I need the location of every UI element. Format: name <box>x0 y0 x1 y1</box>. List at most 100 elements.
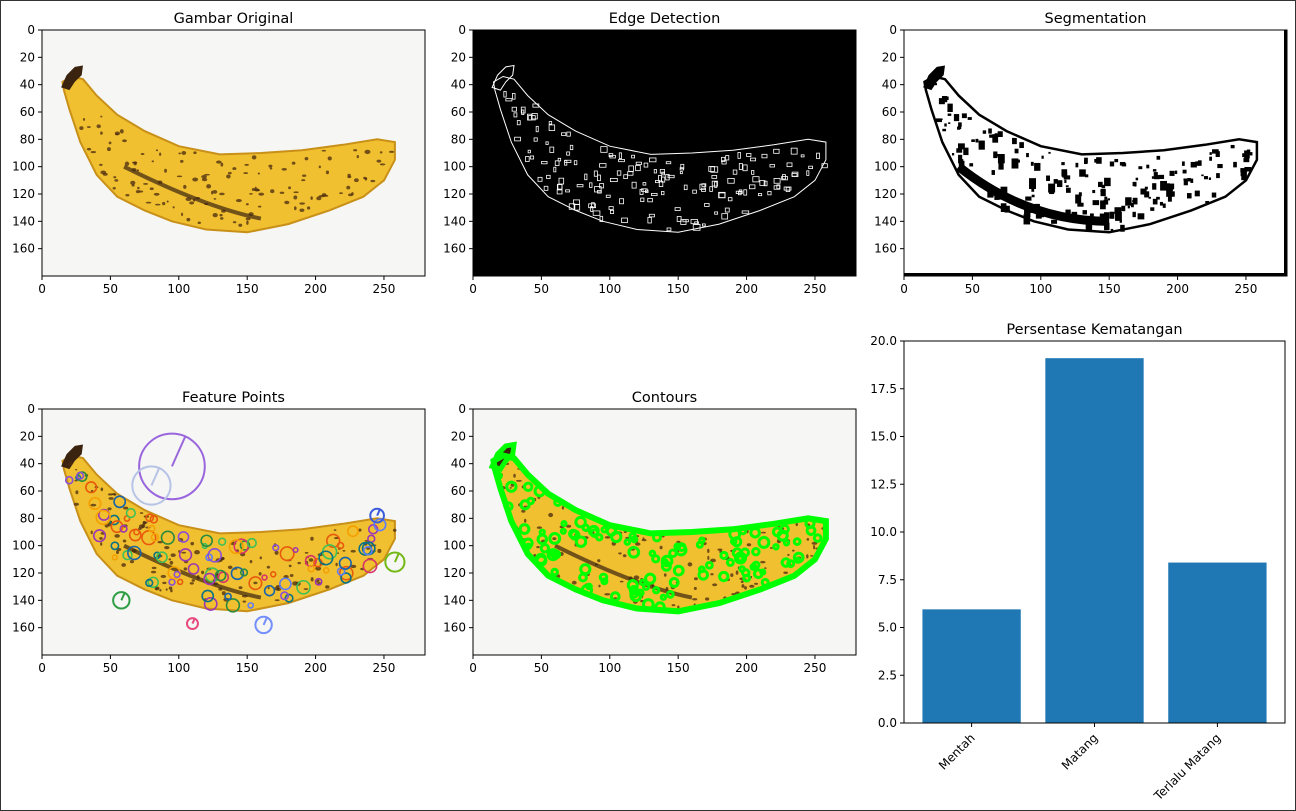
x-tick-label: 50 <box>103 282 118 296</box>
segment-right-border <box>1284 30 1287 276</box>
segment-blob <box>1061 169 1068 177</box>
banana-spot <box>227 171 232 175</box>
edge-stem <box>491 64 515 91</box>
banana-spot <box>140 152 145 155</box>
y-tick-label: 0 <box>27 23 35 37</box>
banana-spot <box>181 212 184 217</box>
edge-fragment <box>548 121 553 125</box>
edge-fragment <box>609 177 618 183</box>
banana-spot <box>90 503 97 507</box>
banana-spot <box>232 167 237 171</box>
x-tick-label: 150 <box>1098 282 1121 296</box>
x-tick-label: 250 <box>804 661 827 675</box>
y-tick-label: 160 <box>443 242 466 256</box>
edge-fragment <box>608 153 614 157</box>
feature-keypoint <box>280 591 290 601</box>
segment-blob <box>971 139 975 142</box>
y-tick-label: 0.0 <box>878 716 897 730</box>
contour-blob <box>627 545 641 559</box>
y-tick-label: 17.5 <box>870 382 897 396</box>
banana-spot <box>181 151 187 155</box>
banana-spot <box>741 584 745 588</box>
edge-fragment <box>714 211 719 215</box>
banana-spot <box>604 593 611 596</box>
feature-keypoint <box>207 548 222 563</box>
x-tick-label: 50 <box>965 282 980 296</box>
banana-spot <box>707 555 710 560</box>
edge-fragment <box>554 160 560 166</box>
edge-fragment <box>648 213 655 218</box>
segment-blob <box>1186 193 1192 199</box>
segment-blob <box>1101 184 1106 189</box>
y-tick-label: 60 <box>451 105 466 119</box>
x-tick-label: 250 <box>373 282 396 296</box>
y-tick-label: 2.5 <box>878 668 897 682</box>
banana-spot <box>254 189 261 192</box>
axes-frame <box>41 408 426 656</box>
contour-blob <box>676 542 687 552</box>
edge-fragment <box>647 197 653 203</box>
edge-fragment <box>816 152 820 159</box>
feature-keypoint <box>88 496 102 510</box>
banana-spot <box>112 186 116 190</box>
segment-blob <box>991 170 995 175</box>
segment-blob <box>1053 179 1058 184</box>
edge-fragment <box>711 175 718 179</box>
segment-blob <box>1132 197 1138 205</box>
feature-keypoint <box>125 507 137 519</box>
edge-fragment <box>721 213 729 220</box>
segment-blob <box>1084 160 1088 165</box>
segment-blob <box>1160 180 1167 191</box>
segment-blob <box>1146 164 1150 169</box>
banana-spot <box>693 577 698 581</box>
banana-spot <box>622 554 627 558</box>
edge-fragment <box>565 189 570 193</box>
segment-blob <box>978 140 984 148</box>
banana-spot <box>113 176 117 179</box>
segment-blob <box>1119 161 1126 166</box>
banana-spot <box>121 563 126 567</box>
contour-blob <box>503 501 514 512</box>
axes-frame <box>472 408 857 656</box>
banana-spot <box>114 179 119 182</box>
y-tick-label: 20 <box>882 50 897 64</box>
segment-blob <box>1051 219 1058 224</box>
banana-spot <box>325 170 330 175</box>
banana-spot <box>139 512 144 514</box>
banana-spot <box>108 497 114 500</box>
banana-spot <box>168 586 173 590</box>
segment-blob <box>1000 203 1007 212</box>
feature-keypoint <box>145 578 154 588</box>
feature-keypoint <box>205 553 213 562</box>
contour-blob <box>623 538 632 546</box>
feature-keypoint <box>110 520 124 534</box>
segment-blob <box>1159 201 1164 206</box>
feature-keypoint <box>261 574 268 581</box>
banana-spot <box>226 174 231 179</box>
banana-spot <box>304 551 309 554</box>
feature-keypoint <box>296 579 311 595</box>
banana-spot <box>740 580 744 584</box>
segment-blob <box>982 130 987 134</box>
edge-fragment <box>599 183 605 189</box>
banana-spot <box>219 192 225 196</box>
banana-spot <box>141 523 146 529</box>
x-tick-label: 0 <box>900 282 908 296</box>
banana-spot <box>353 178 359 183</box>
banana-spot <box>133 161 137 166</box>
edge-fragment <box>665 174 670 181</box>
banana-spot <box>288 564 292 568</box>
segment-blob <box>1167 195 1172 202</box>
edge-fragment <box>699 183 706 190</box>
banana-spot <box>197 221 201 225</box>
edge-fragment <box>750 157 757 162</box>
y-tick-label: 0 <box>889 23 897 37</box>
segment-blob <box>1119 219 1122 223</box>
banana-spot <box>353 149 358 152</box>
y-tick-label: 100 <box>443 160 466 174</box>
edge-outline <box>492 75 827 233</box>
contour-blob <box>578 572 588 583</box>
x-tick-label: 50 <box>103 661 118 675</box>
segment-blob <box>1061 162 1065 166</box>
segment-blob <box>1092 200 1100 206</box>
